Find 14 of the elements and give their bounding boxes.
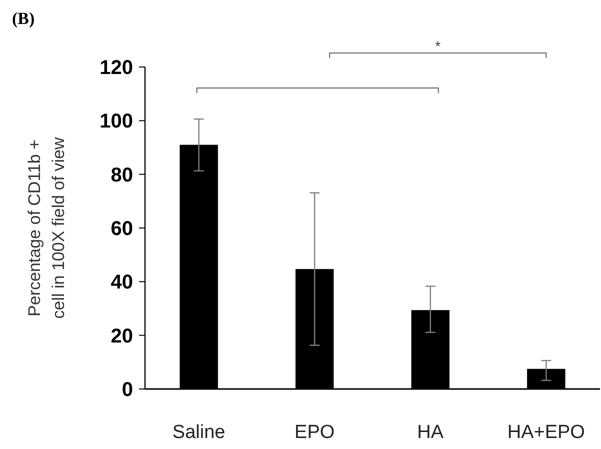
chart-title: (B) (12, 9, 35, 28)
text: * (435, 38, 442, 54)
x-tick-label: HA (417, 422, 444, 443)
y-tick-label: 20 (110, 325, 133, 348)
x-tick-label: HA+EPO (507, 422, 585, 443)
y-tick-label: 40 (110, 272, 133, 294)
y-tick-label: 100 (100, 110, 133, 133)
x-tick-label: Saline (172, 422, 226, 443)
y-tick-label: 0 (122, 379, 133, 401)
y-tick-label: 60 (110, 218, 133, 240)
y-tick-label: 80 (110, 164, 133, 186)
y-tick-label: 120 (100, 57, 133, 79)
x-tick-label: EPO (294, 422, 335, 443)
y-axis-title: Percentage of CD11b + cell in 100X field of view (25, 136, 68, 319)
